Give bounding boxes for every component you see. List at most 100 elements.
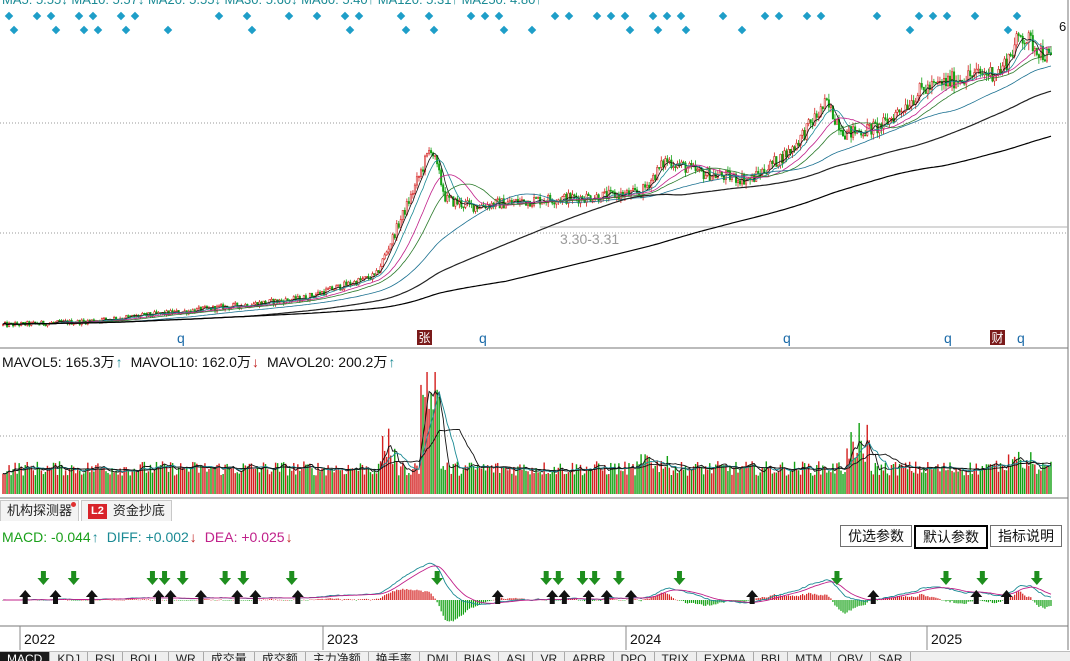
candle-body	[989, 67, 992, 76]
indicator-tab[interactable]: MTM	[788, 652, 831, 661]
macd-panel[interactable]	[2, 562, 1052, 622]
ma250-line	[2, 135, 1052, 326]
price-panel[interactable]	[2, 29, 1052, 328]
sell-signal-arrow-icon	[976, 571, 989, 585]
candle-body	[878, 123, 881, 134]
event-marker-box[interactable]	[417, 330, 432, 345]
volume-bar	[680, 461, 683, 494]
indicator-tab[interactable]: RSI	[88, 652, 124, 661]
candle-body	[448, 195, 451, 198]
period-marker[interactable]: q	[944, 330, 952, 346]
indicator-tab[interactable]: SAR	[871, 652, 911, 661]
volume-bar	[614, 463, 616, 494]
indicator-tab[interactable]: MACD	[0, 652, 51, 661]
macd-histogram-bar	[866, 600, 868, 603]
macd-histogram-bar	[773, 594, 775, 600]
macd-histogram-bar	[1001, 600, 1004, 601]
volume-bar	[632, 464, 634, 494]
volume-bar	[668, 467, 671, 494]
macd-histogram-bar	[71, 600, 73, 601]
tab-fund-bottom[interactable]: L2 资金抄底	[81, 500, 172, 521]
period-marker[interactable]: q	[479, 330, 487, 346]
macd-histogram-bar	[806, 593, 808, 600]
volume-bar	[850, 432, 852, 494]
macd-histogram-bar	[668, 594, 670, 600]
macd-histogram-bar	[327, 598, 329, 600]
volume-bar	[446, 462, 448, 494]
indicator-tab[interactable]: EXPMA	[697, 652, 754, 661]
candle-body	[302, 295, 305, 301]
macd-histogram-bar	[400, 589, 402, 600]
volume-bar	[935, 466, 937, 494]
signal-diamond	[872, 11, 882, 21]
volume-panel[interactable]	[2, 372, 1052, 494]
volume-bar	[117, 474, 119, 494]
volume-bar	[226, 463, 228, 494]
event-marker-box[interactable]	[990, 330, 1005, 345]
volume-bar	[62, 475, 65, 494]
x-tick-label: 2025	[931, 631, 962, 647]
macd-histogram-bar	[121, 599, 123, 601]
volume-bar	[163, 464, 166, 494]
macd-histogram-bar	[194, 600, 196, 601]
indicator-tab[interactable]: DMI	[420, 652, 457, 661]
macd-histogram-bar	[107, 599, 109, 601]
indicator-tab[interactable]: TRIX	[655, 652, 697, 661]
volume-bar	[291, 470, 293, 494]
macd-histogram-bar	[658, 593, 660, 600]
volume-bar	[803, 463, 806, 494]
volume-bar	[432, 409, 434, 494]
candle-body	[862, 134, 865, 137]
indicator-tab[interactable]: ARBR	[565, 652, 614, 661]
macd-histogram-bar	[1032, 600, 1034, 601]
tab-institution-detector[interactable]: 机构探测器	[0, 500, 80, 521]
volume-bar	[573, 474, 576, 494]
period-marker[interactable]: q	[783, 330, 791, 346]
indicator-tab[interactable]: 成交额	[255, 652, 306, 661]
macd-histogram-bar	[949, 600, 951, 603]
candle-body	[682, 161, 685, 164]
indicator-tab[interactable]: OBV	[831, 652, 871, 661]
macd-histogram-bar	[1014, 594, 1016, 600]
indicator-tab[interactable]: VR	[533, 652, 566, 661]
volume-bar	[919, 466, 921, 494]
indicator-help-button[interactable]: 指标说明	[990, 525, 1062, 547]
indicator-tab[interactable]: 主力净额	[306, 652, 369, 661]
volume-bar	[809, 473, 812, 494]
indicator-tab[interactable]: 成交量	[204, 652, 255, 661]
indicator-tab[interactable]: WR	[169, 652, 204, 661]
default-params-button[interactable]: 默认参数	[914, 525, 988, 549]
indicator-tab[interactable]: ASI	[499, 652, 534, 661]
signal-diamond	[914, 11, 924, 21]
macd-histogram-bar	[909, 596, 911, 600]
period-marker[interactable]: q	[177, 330, 185, 346]
candle-body	[102, 317, 105, 320]
volume-bar	[331, 468, 333, 494]
indicator-tab[interactable]: BIAS	[457, 652, 500, 661]
volume-bar	[70, 465, 73, 494]
candle-body	[823, 98, 826, 110]
indicator-tab[interactable]: BBI	[754, 652, 789, 661]
macd-histogram-bar	[802, 593, 804, 600]
volume-bar	[602, 470, 604, 494]
macd-histogram-bar	[384, 595, 386, 600]
candle-body	[787, 148, 790, 158]
indicator-tab[interactable]: DPO	[614, 652, 655, 661]
macd-histogram-bar	[832, 600, 834, 603]
volume-bar	[545, 473, 547, 494]
candle-body	[282, 300, 285, 304]
optimal-params-button[interactable]: 优选参数	[840, 525, 912, 547]
volume-bar	[250, 463, 253, 494]
period-marker[interactable]: q	[1017, 330, 1025, 346]
indicator-tab[interactable]: KDJ	[50, 652, 89, 661]
volume-bar	[955, 468, 957, 494]
volume-bar	[587, 469, 590, 494]
indicator-tab[interactable]: 换手率	[369, 652, 420, 661]
macd-histogram-bar	[650, 597, 652, 600]
volume-bar	[414, 463, 416, 494]
tab-institution-detector-label: 机构探测器	[7, 503, 73, 518]
indicator-tab[interactable]: BOLL	[123, 652, 169, 661]
candle-body	[44, 324, 47, 327]
volume-bar	[910, 471, 913, 494]
